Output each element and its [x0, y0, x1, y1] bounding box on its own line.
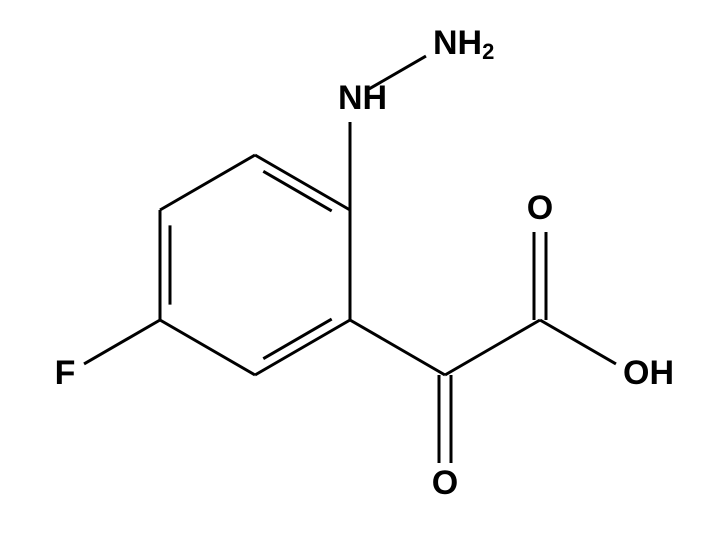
atom-label: F [55, 354, 76, 392]
atom-label: NH2 [433, 24, 494, 64]
atom-label: NH [338, 79, 387, 117]
atom-label: O [432, 464, 458, 502]
atom-label: O [527, 189, 553, 227]
molecule-diagram: F NH NH2 O O OH [0, 0, 726, 552]
atom-label: OH [623, 354, 674, 392]
